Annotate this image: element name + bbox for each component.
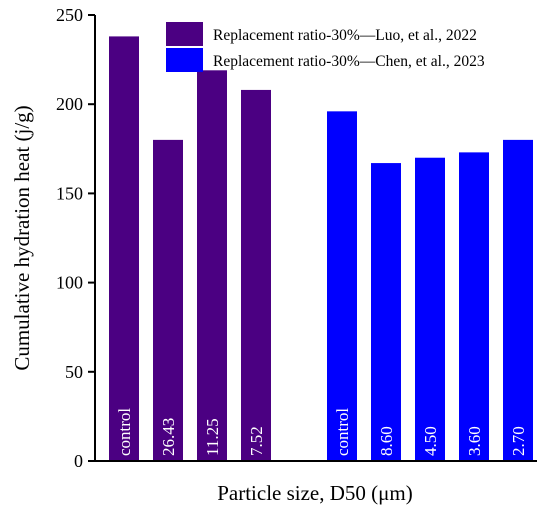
bar-label-series0-1: 26.43 <box>159 418 178 456</box>
bar-series1-4 <box>503 139 533 461</box>
legend-label-luo: Replacement ratio-30%—Luo, et al., 2022 <box>213 27 477 44</box>
x-axis-label: Particle size, D50 (μm) <box>217 481 413 505</box>
bar-label-series1-3: 3.60 <box>465 426 484 456</box>
bar-series0-1 <box>153 139 183 461</box>
bar-label-series0-0: control <box>115 408 134 456</box>
axes-layer <box>94 15 537 462</box>
bar-label-series1-1: 8.60 <box>377 426 396 456</box>
y-tick-label: 50 <box>65 362 83 382</box>
bar-label-series1-4: 2.70 <box>509 426 528 456</box>
bar-series1-2 <box>415 157 445 461</box>
legend-label-chen: Replacement ratio-30%—Chen, et al., 2023 <box>213 53 485 70</box>
bar-label-series0-2: 11.25 <box>203 418 222 456</box>
legend-swatch-luo <box>166 22 203 46</box>
y-tick-label: 0 <box>74 451 83 471</box>
bar-series0-3 <box>241 89 271 461</box>
bar-label-series0-3: 7.52 <box>247 426 266 456</box>
bar-labels-layer: control 26.43 11.25 7.52 control 8.60 4.50 3.60… <box>115 408 528 456</box>
y-axis-label: Cumulative hydration heat (j/g) <box>10 105 34 370</box>
legend: Replacement ratio-30%—Luo, et al., 2022 … <box>166 22 485 72</box>
bar-series1-3 <box>459 152 489 462</box>
bar-series0-0 <box>109 36 139 462</box>
bar-label-series1-0: control <box>333 408 352 456</box>
bar-series1-0 <box>327 111 357 461</box>
bar-series0-2 <box>197 70 227 461</box>
y-tick-label: 200 <box>56 94 83 114</box>
bar-series1-1 <box>371 163 401 461</box>
y-tick-label: 100 <box>56 273 83 293</box>
y-ticks-layer: 0 50 100 150 200 250 <box>56 5 95 471</box>
y-tick-label: 250 <box>56 5 83 25</box>
y-tick-label: 150 <box>56 183 83 203</box>
bar-label-series1-2: 4.50 <box>421 426 440 456</box>
legend-swatch-chen <box>166 48 203 72</box>
bars-layer <box>109 36 533 462</box>
